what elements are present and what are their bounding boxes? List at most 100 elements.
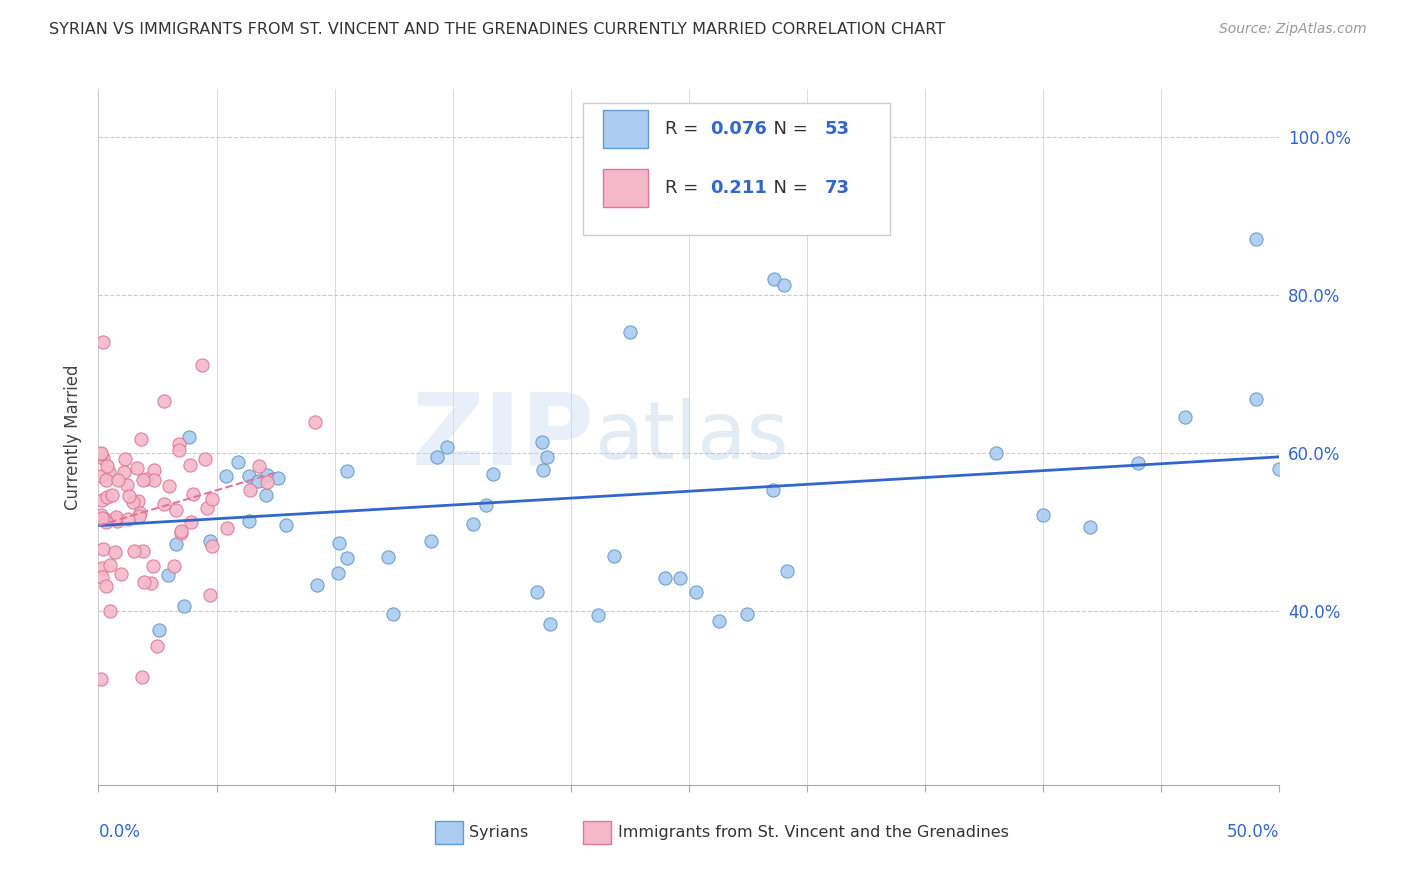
Point	[267, 471, 290, 485]
Text: 53: 53	[825, 120, 849, 138]
Text: 0.076: 0.076	[710, 120, 768, 138]
Point	[98, 465, 121, 479]
Text: SYRIAN VS IMMIGRANTS FROM ST. VINCENT AND THE GRENADINES CURRENTLY MARRIED CORRE: SYRIAN VS IMMIGRANTS FROM ST. VINCENT AN…	[49, 22, 945, 37]
Point	[177, 430, 200, 444]
Point	[762, 483, 785, 497]
Point	[619, 325, 641, 339]
Point	[91, 542, 114, 557]
Point	[200, 534, 222, 549]
Point	[96, 491, 118, 505]
Point	[129, 432, 152, 446]
Y-axis label: Currently Married: Currently Married	[65, 364, 83, 510]
Point	[110, 567, 132, 582]
Point	[94, 578, 117, 592]
Point	[104, 545, 127, 559]
Point	[98, 558, 121, 573]
Point	[107, 473, 129, 487]
Point	[215, 468, 238, 483]
Point	[180, 515, 202, 529]
Point	[763, 272, 786, 286]
Text: atlas: atlas	[595, 398, 789, 476]
Point	[603, 549, 626, 563]
Point	[191, 358, 214, 372]
Point	[526, 585, 548, 599]
Point	[197, 501, 219, 516]
Point	[1080, 520, 1102, 534]
FancyBboxPatch shape	[603, 169, 648, 208]
Point	[685, 584, 707, 599]
Point	[474, 498, 496, 512]
Point	[274, 517, 297, 532]
Point	[530, 435, 553, 450]
Point	[165, 503, 187, 517]
Point	[382, 607, 405, 621]
Point	[90, 672, 112, 686]
Point	[170, 524, 193, 539]
Point	[96, 459, 118, 474]
Point	[531, 463, 554, 477]
Point	[256, 475, 278, 489]
Point	[305, 578, 328, 592]
Point	[1244, 392, 1267, 407]
Point	[304, 415, 326, 429]
Point	[143, 473, 166, 487]
Point	[173, 599, 195, 613]
Text: R =: R =	[665, 120, 704, 138]
Point	[101, 488, 124, 502]
Point	[91, 570, 114, 584]
Point	[146, 639, 169, 653]
Point	[328, 536, 350, 550]
Point	[157, 479, 180, 493]
Point	[1174, 409, 1197, 424]
Point	[201, 491, 224, 506]
Point	[328, 566, 350, 581]
Point	[153, 497, 176, 511]
Point	[135, 472, 157, 486]
Point	[256, 467, 278, 482]
Point	[114, 452, 136, 467]
Point	[142, 463, 165, 477]
Point	[707, 614, 730, 628]
Point	[217, 521, 239, 535]
Point	[90, 560, 112, 574]
Point	[165, 536, 187, 550]
Point	[481, 467, 503, 481]
Point	[463, 517, 485, 532]
Point	[153, 394, 176, 409]
Point	[163, 558, 186, 573]
Point	[98, 604, 121, 618]
Point	[654, 570, 676, 584]
Point	[238, 469, 260, 483]
Point	[125, 460, 148, 475]
Point	[91, 492, 114, 507]
Point	[115, 478, 138, 492]
Text: Immigrants from St. Vincent and the Grenadines: Immigrants from St. Vincent and the Gren…	[619, 825, 1010, 839]
Point	[538, 616, 561, 631]
Point	[118, 489, 141, 503]
Point	[127, 494, 149, 508]
Point	[167, 437, 190, 451]
Point	[141, 575, 163, 590]
Point	[90, 508, 112, 522]
Point	[377, 549, 399, 564]
Point	[128, 508, 150, 523]
Point	[167, 442, 190, 457]
Point	[112, 466, 135, 480]
Point	[1126, 456, 1149, 470]
Point	[436, 441, 458, 455]
Point	[94, 512, 117, 526]
Point	[104, 512, 127, 526]
Point	[91, 335, 114, 350]
Point	[132, 474, 155, 488]
Point	[121, 495, 143, 509]
Point	[129, 506, 152, 520]
Point	[132, 544, 155, 558]
Point	[336, 464, 359, 478]
Point	[157, 567, 180, 582]
Point	[132, 574, 155, 589]
Point	[131, 670, 153, 684]
Point	[90, 469, 112, 483]
FancyBboxPatch shape	[434, 822, 464, 844]
Point	[122, 544, 145, 558]
Point	[247, 459, 270, 474]
